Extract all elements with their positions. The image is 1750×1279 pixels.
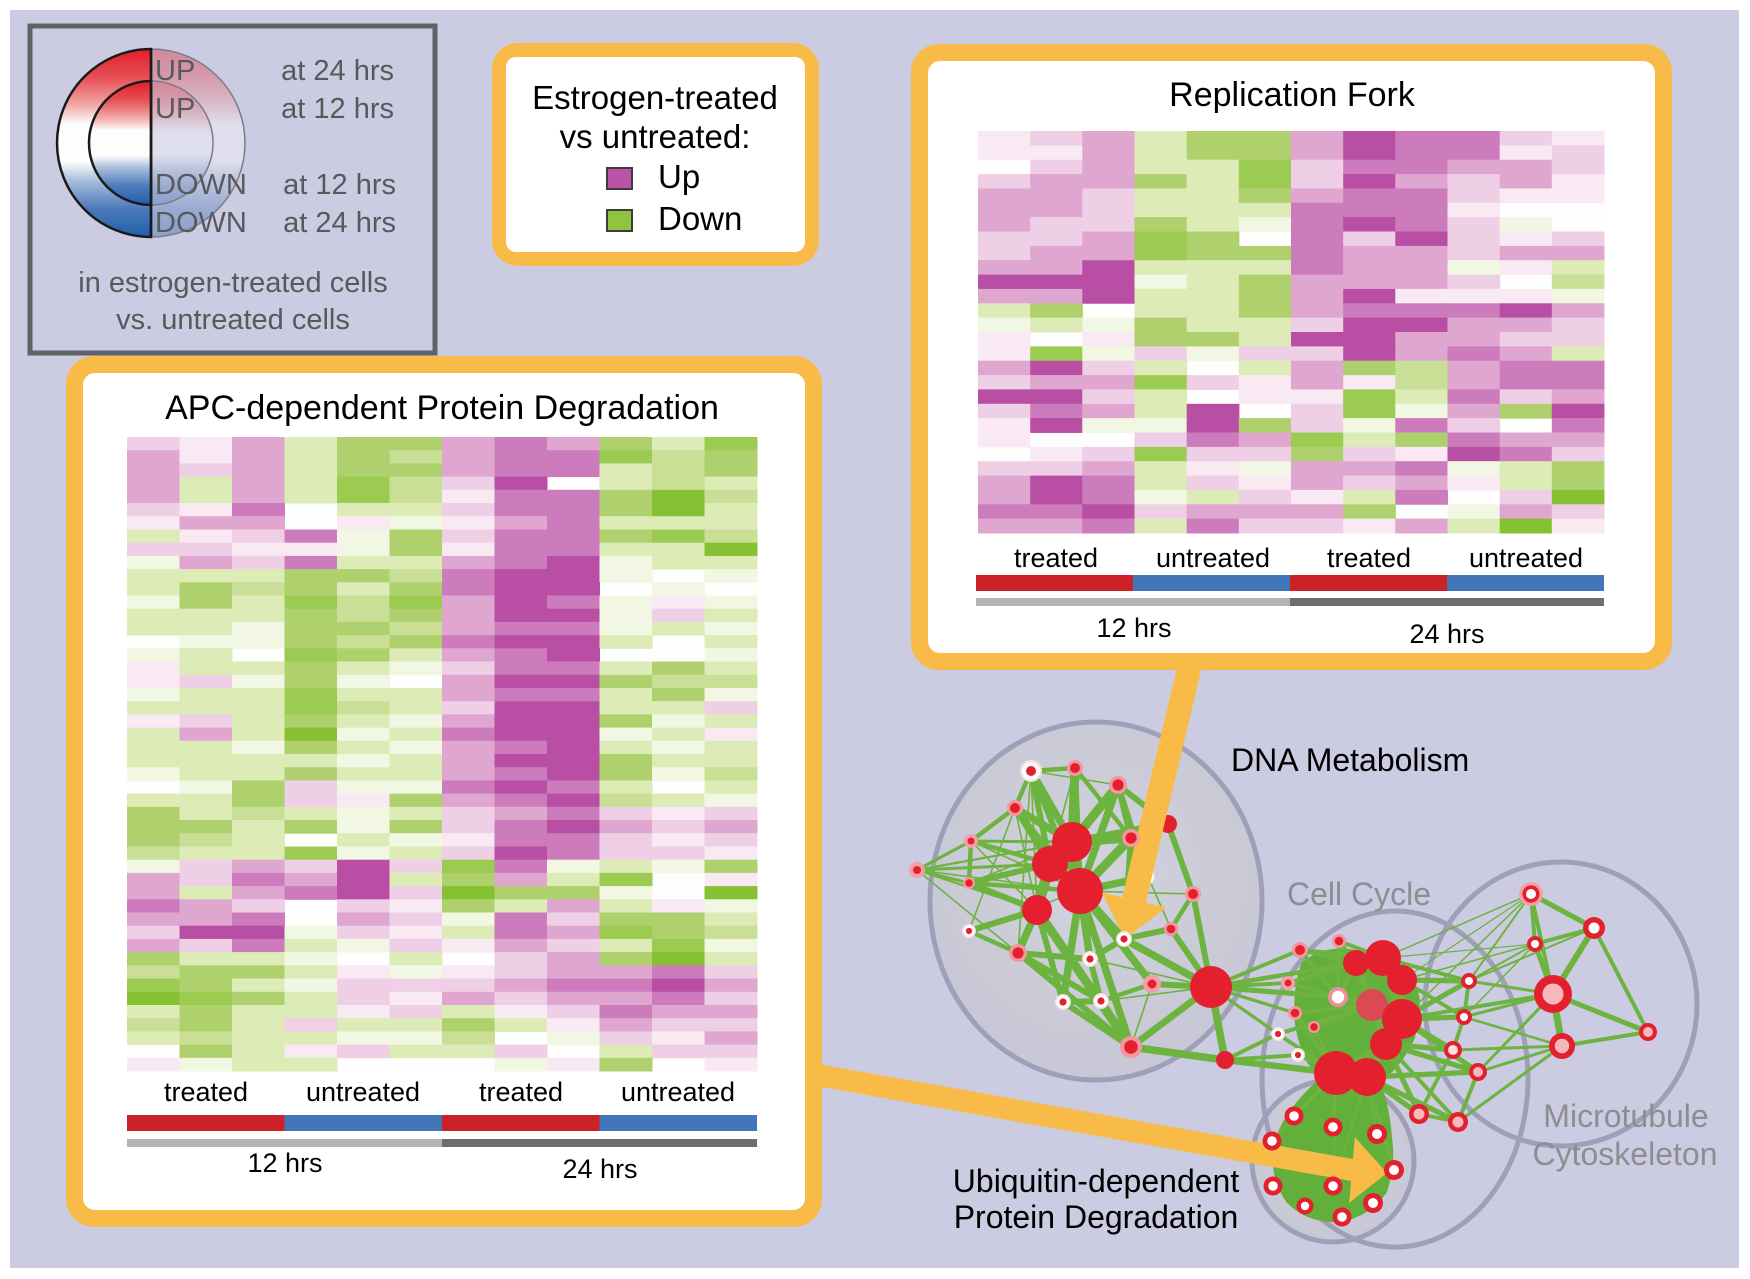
svg-text:24 hrs: 24 hrs [1409, 619, 1484, 649]
svg-text:treated: treated [164, 1077, 248, 1107]
svg-text:DOWN: DOWN [155, 169, 247, 201]
svg-text:UP: UP [155, 55, 195, 87]
svg-text:vs. untreated cells: vs. untreated cells [116, 304, 350, 336]
svg-text:treated: treated [1327, 543, 1411, 573]
svg-text:in estrogen-treated cells: in estrogen-treated cells [78, 267, 388, 299]
svg-text:Estrogen-treated: Estrogen-treated [532, 79, 778, 116]
svg-text:APC-dependent Protein Degradat: APC-dependent Protein Degradation [165, 389, 719, 427]
svg-text:DNA Metabolism: DNA Metabolism [1231, 742, 1469, 778]
svg-text:Down: Down [658, 200, 742, 237]
svg-text:12 hrs: 12 hrs [1096, 613, 1171, 643]
svg-text:Ubiquitin-dependent: Ubiquitin-dependent [953, 1163, 1240, 1199]
svg-text:untreated: untreated [1469, 543, 1583, 573]
svg-text:Cell Cycle: Cell Cycle [1287, 876, 1431, 912]
svg-text:Protein Degradation: Protein Degradation [954, 1199, 1239, 1235]
svg-text:untreated: untreated [621, 1077, 735, 1107]
svg-text:Microtubule: Microtubule [1543, 1098, 1708, 1134]
svg-text:24 hrs: 24 hrs [562, 1154, 637, 1184]
svg-text:UP: UP [155, 93, 195, 125]
svg-text:at 24 hrs: at 24 hrs [281, 55, 394, 87]
svg-text:vs untreated:: vs untreated: [560, 118, 751, 155]
svg-text:at 12 hrs: at 12 hrs [283, 169, 396, 201]
svg-text:Replication Fork: Replication Fork [1169, 76, 1416, 114]
svg-text:Up: Up [658, 158, 700, 195]
svg-text:untreated: untreated [1156, 543, 1270, 573]
svg-text:at 12 hrs: at 12 hrs [281, 93, 394, 125]
svg-text:at 24 hrs: at 24 hrs [283, 207, 396, 239]
svg-text:DOWN: DOWN [155, 207, 247, 239]
svg-text:Cytoskeleton: Cytoskeleton [1533, 1136, 1718, 1172]
svg-text:untreated: untreated [306, 1077, 420, 1107]
svg-text:12 hrs: 12 hrs [247, 1148, 322, 1178]
svg-text:treated: treated [479, 1077, 563, 1107]
svg-text:treated: treated [1014, 543, 1098, 573]
